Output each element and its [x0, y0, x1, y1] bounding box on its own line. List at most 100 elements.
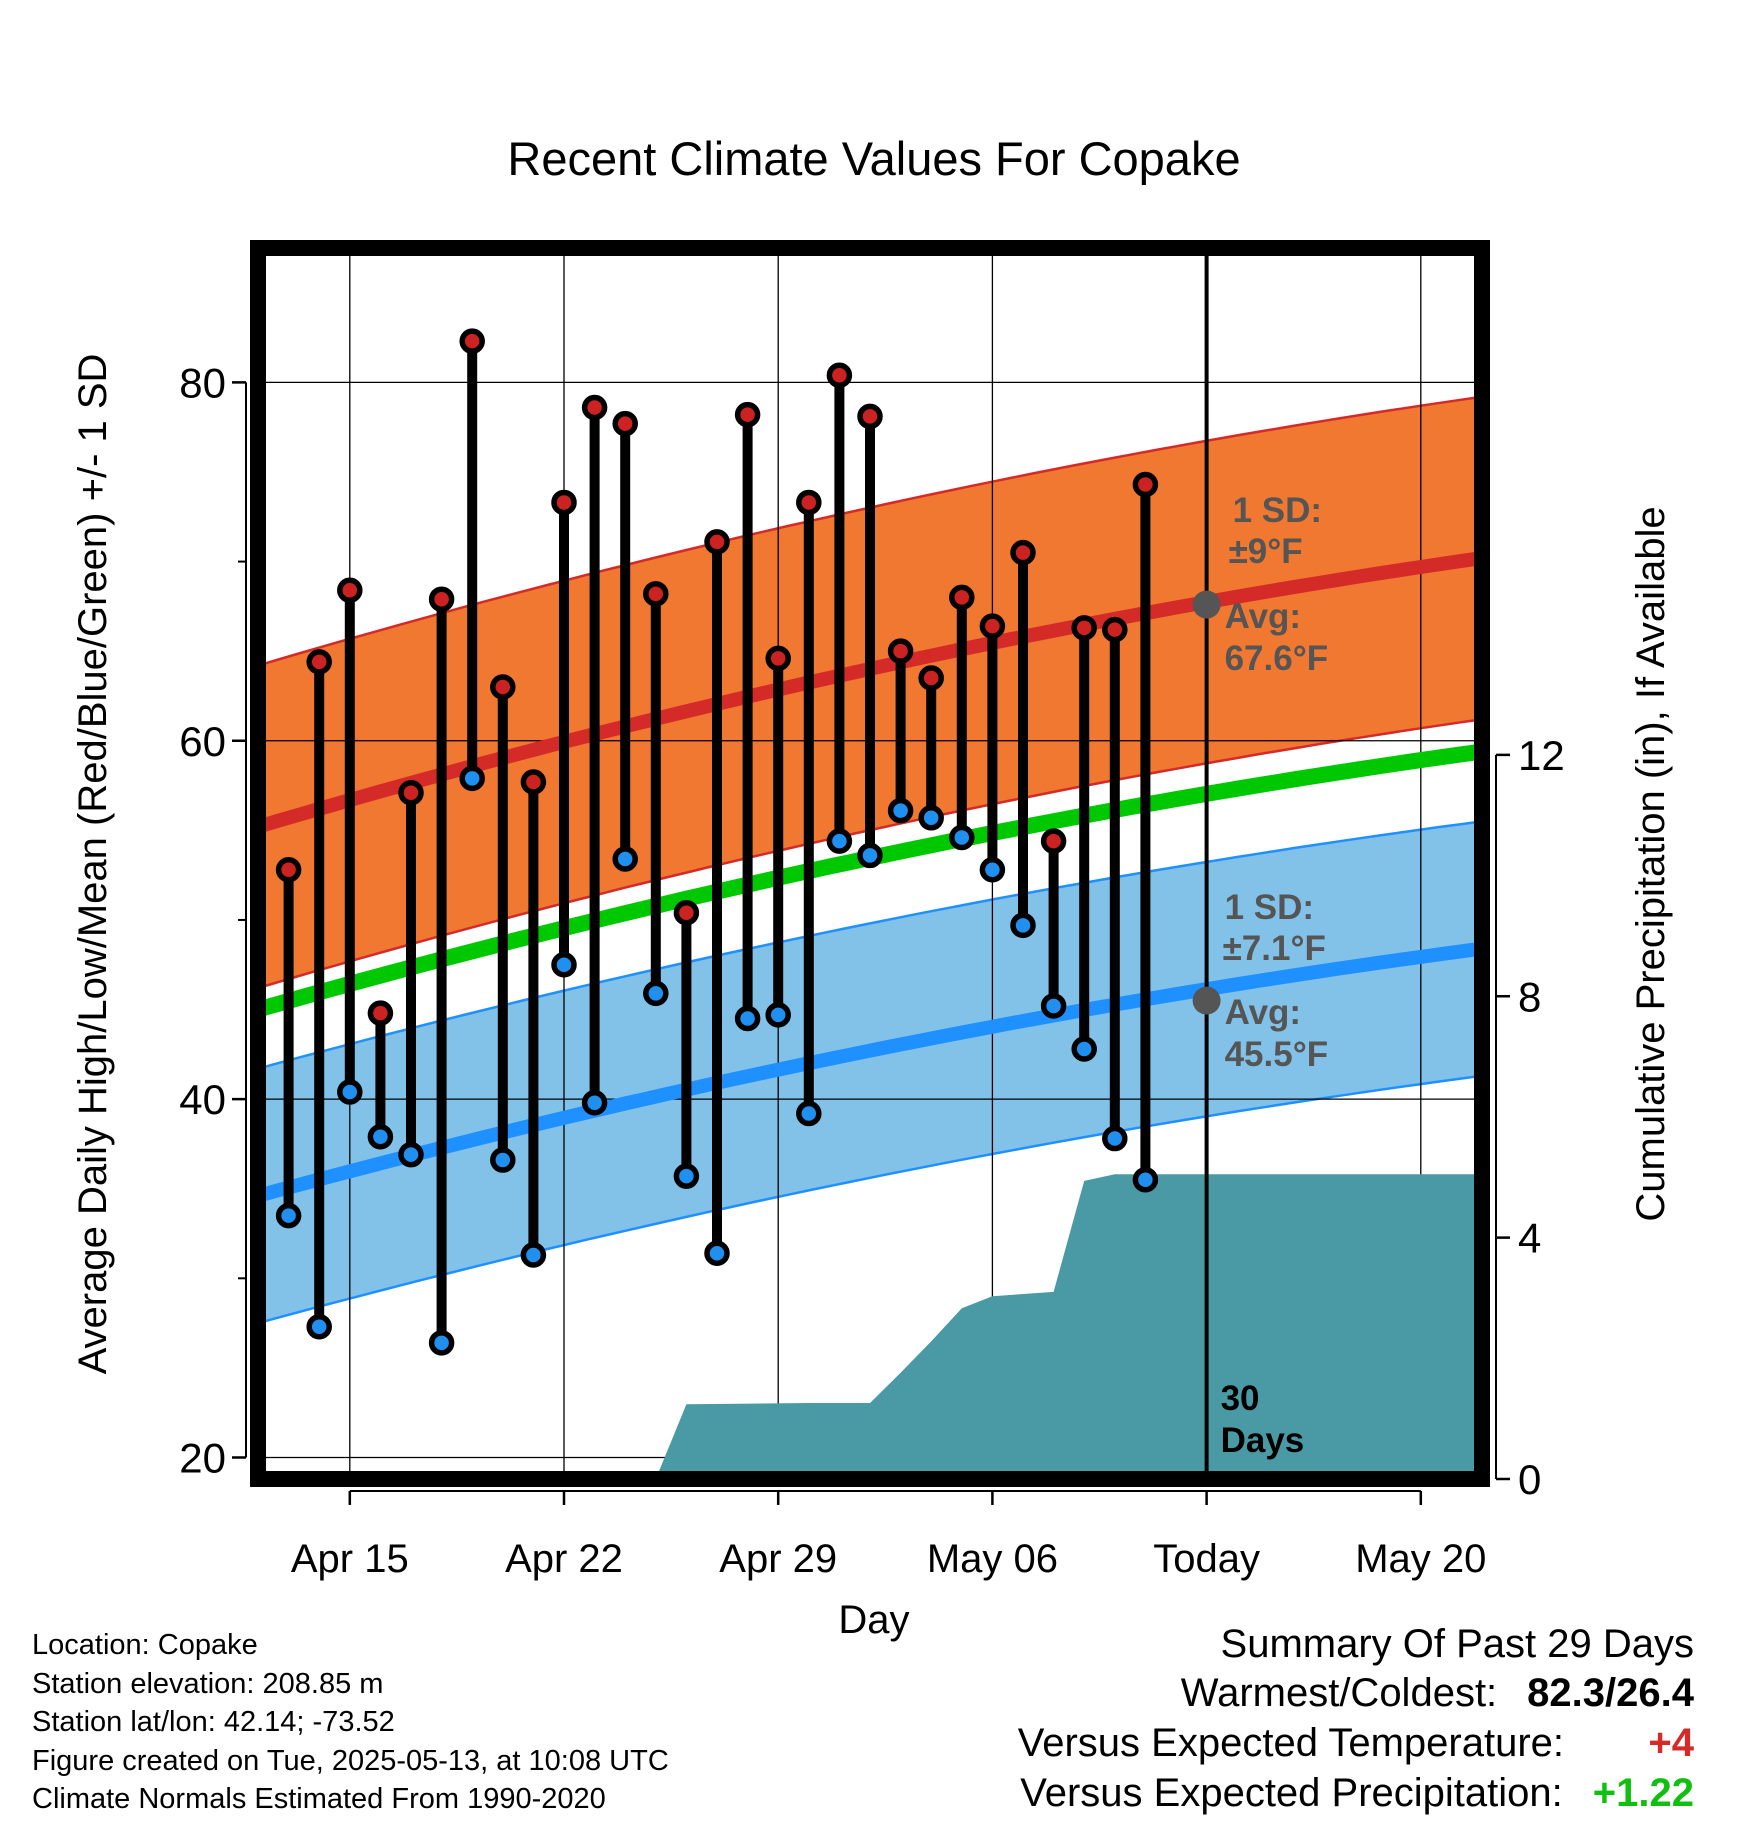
high-avg-label: Avg:: [1225, 597, 1301, 636]
daily-high-dot: [826, 362, 853, 388]
x-tick-label: May 20: [1355, 1537, 1486, 1581]
y-right-tick-label: 4: [1518, 1215, 1541, 1262]
daily-low-dot: [520, 1242, 547, 1268]
daily-low-dot: [1132, 1167, 1159, 1193]
daily-low-dot: [826, 828, 853, 854]
daily-high-dot: [490, 674, 516, 700]
daily-high-dot: [306, 649, 332, 675]
elevation-text: Station elevation: 208.85 m: [32, 1667, 384, 1700]
high-sd-label: 1 SD:: [1233, 491, 1322, 530]
warmest-coldest-row: Warmest/Coldest: 82.3/26.4: [1018, 1668, 1694, 1718]
precip-departure-value: +1.22: [1592, 1771, 1694, 1815]
low-sd-label: 1 SD:: [1225, 888, 1314, 927]
location-text: Location: Copake: [32, 1629, 258, 1661]
daily-high-dot: [796, 489, 822, 516]
summary-title: Summary Of Past 29 Days: [1220, 1622, 1694, 1666]
daily-low-dot: [887, 797, 914, 824]
warmest-coldest-value: 82.3/26.4: [1527, 1671, 1694, 1715]
high-sd-value: ±9°F: [1229, 532, 1303, 571]
daily-high-dot: [857, 403, 883, 430]
daily-low-dot: [857, 842, 883, 869]
y-tick-label: 80: [179, 359, 226, 406]
daily-high-dot: [551, 489, 577, 516]
daily-low-dot: [796, 1100, 822, 1127]
daily-low-dot: [1010, 912, 1036, 939]
warmest-coldest-label: Warmest/Coldest:: [1180, 1671, 1498, 1715]
x-tick-label: Apr 22: [505, 1537, 623, 1581]
daily-high-dot: [520, 769, 547, 795]
daily-low-dot: [1102, 1125, 1128, 1152]
plot-frame: [250, 240, 1490, 1487]
daily-high-dot: [673, 900, 700, 926]
low-sd-value: ±7.1°F: [1223, 929, 1326, 968]
daily-low-dot: [673, 1163, 700, 1189]
daily-high-dot: [765, 645, 791, 672]
daily-high-dot: [887, 638, 914, 664]
daily-high-dot: [704, 529, 730, 555]
x-tick-label: Apr 29: [719, 1537, 837, 1581]
x-tick-label: Today: [1153, 1537, 1260, 1581]
daily-high-dot: [337, 577, 363, 603]
chart-title: Recent Climate Values For Copake: [507, 132, 1240, 185]
daily-low-dot: [1071, 1036, 1097, 1062]
daily-low-dot: [398, 1141, 424, 1168]
daily-high-dot: [1010, 539, 1036, 566]
daily-low-dot: [275, 1202, 302, 1229]
y-tick-label: 40: [179, 1076, 226, 1123]
low-avg-label: Avg:: [1225, 993, 1301, 1032]
daily-low-dot: [704, 1240, 730, 1266]
daily-low-dot: [337, 1079, 363, 1105]
summary-panel: Summary Of Past 29 Days Warmest/Coldest:…: [1018, 1620, 1694, 1818]
x-axis-label: Day: [838, 1598, 909, 1642]
y-axis-label: Average Daily High/Low/Mean (Red/Blue/Gr…: [71, 354, 115, 1375]
daily-low-dot: [306, 1313, 332, 1340]
precip-departure-label: Versus Expected Precipitation:: [1020, 1771, 1563, 1815]
daily-high-dot: [1132, 471, 1159, 498]
avg-low-line: [258, 941, 1482, 1203]
latlon-text: Station lat/lon: 42.14; -73.52: [32, 1706, 395, 1738]
daily-low-dot: [1040, 993, 1067, 1019]
daily-high-dot: [459, 328, 485, 354]
daily-low-dot: [459, 765, 485, 792]
daily-low-dot: [612, 846, 638, 872]
daily-high-dot: [643, 581, 669, 607]
daily-low-dot: [918, 805, 944, 831]
daily-high-dot: [949, 584, 975, 611]
daily-high-dot: [581, 394, 608, 421]
y-right-axis-label: Cumulative Precipitation (in), If Availa…: [1629, 506, 1673, 1221]
y-right-tick-label: 0: [1518, 1456, 1541, 1503]
precip-departure-row: Versus Expected Precipitation: +1.22: [1018, 1768, 1694, 1818]
low-sd-band-upper-edge: [258, 820, 1482, 1070]
daily-high-dot: [1071, 615, 1097, 641]
temp-departure-row: Versus Expected Temperature: +4: [1018, 1718, 1694, 1768]
temp-departure-value: +4: [1648, 1721, 1694, 1765]
today-low-avg-marker: [1192, 986, 1221, 1015]
x-tick-label: Apr 15: [291, 1537, 409, 1581]
x-tick-label: May 06: [927, 1537, 1058, 1581]
daily-low-dot: [949, 824, 975, 851]
daily-low-dot: [765, 1002, 791, 1028]
low-sd-band-lower-edge: [258, 1074, 1482, 1325]
daily-high-dot: [367, 1000, 394, 1026]
daily-high-dot: [428, 586, 455, 612]
window-label-number: 30: [1221, 1379, 1260, 1418]
daily-low-dot: [734, 1005, 761, 1032]
daily-high-dot: [1102, 616, 1128, 643]
daily-high-dot: [612, 410, 638, 437]
y-tick-label: 60: [179, 718, 226, 765]
high-avg-value: 67.6°F: [1225, 639, 1329, 678]
daily-high-dot: [979, 613, 1006, 639]
normals-text: Climate Normals Estimated From 1990-2020: [32, 1783, 606, 1815]
daily-low-dot: [428, 1330, 455, 1356]
low-avg-value: 45.5°F: [1225, 1035, 1329, 1074]
daily-low-dot: [979, 857, 1006, 883]
y-right-tick-label: 12: [1518, 732, 1565, 779]
daily-low-dot: [551, 951, 577, 978]
station-info: Location: Copake Station elevation: 208.…: [32, 1626, 669, 1819]
daily-low-dot: [367, 1124, 394, 1150]
y-right-tick-label: 8: [1518, 973, 1541, 1020]
temp-departure-label: Versus Expected Temperature:: [1017, 1721, 1564, 1765]
precip-area: [258, 1174, 1482, 1479]
